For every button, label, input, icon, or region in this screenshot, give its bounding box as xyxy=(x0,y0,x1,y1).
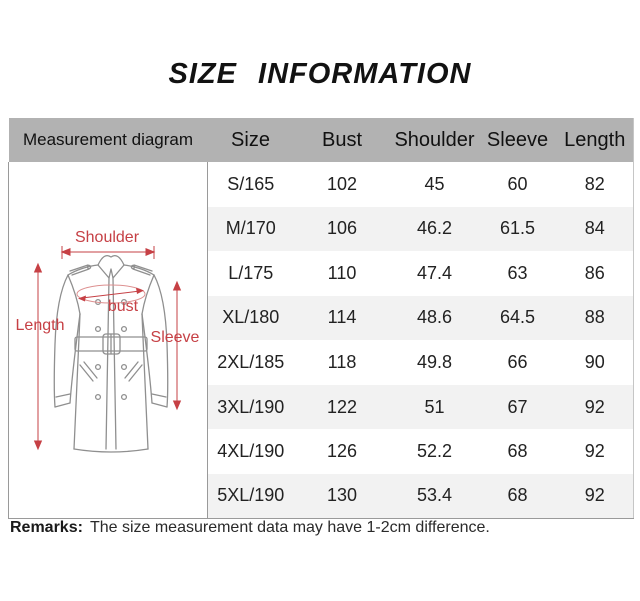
shoulder-cell: 48.6 xyxy=(390,295,479,341)
remarks-label: Remarks: xyxy=(10,519,83,536)
shoulder-cell: 52.2 xyxy=(416,441,453,462)
shoulder-cell: 47.4 xyxy=(416,262,453,283)
bust-cell: 126 xyxy=(326,441,358,462)
shoulder-arrow xyxy=(60,246,155,259)
bust-cell: 114 xyxy=(293,295,391,341)
sleeve-cell: 61.5 xyxy=(478,206,557,252)
sleeve-label: Sleeve xyxy=(150,329,199,346)
sleeve-arrow xyxy=(172,280,181,411)
bust-cell: 122 xyxy=(293,384,391,430)
size-cell: 5XL/190 xyxy=(207,473,294,519)
size-cell: XL/180 xyxy=(207,295,294,341)
shoulder-cell: 51 xyxy=(390,384,479,430)
bust-label: bust xyxy=(107,298,138,315)
column-header-sleeve: Sleeve xyxy=(478,118,557,162)
sleeve-cell: 60 xyxy=(507,173,528,194)
table-row: 4XL/190 126 52.2 68 92 xyxy=(9,429,634,474)
table-row: 3XL/190 122 51 67 92 xyxy=(9,384,634,430)
length-cell: 92 xyxy=(556,384,634,430)
size-cell: 4XL/190 xyxy=(217,441,285,462)
coat-outline xyxy=(53,254,168,453)
length-cell: 84 xyxy=(556,206,634,252)
column-header-measurement-diagram: Measurement diagram xyxy=(8,118,208,162)
shoulder-cell: 49.8 xyxy=(416,352,453,373)
column-header-bust: Bust xyxy=(293,118,391,162)
sleeve-cell: 66 xyxy=(507,352,528,373)
sleeve-cell: 63 xyxy=(507,262,528,283)
length-cell: 86 xyxy=(584,262,605,283)
size-cell: 3XL/190 xyxy=(207,384,294,430)
measurement-annotations: Shoulder Length bust Sleeve xyxy=(15,229,199,451)
remarks-text: The size measurement data may have 1-2cm… xyxy=(89,519,490,536)
length-cell: 82 xyxy=(584,173,605,194)
size-cell: 2XL/185 xyxy=(217,352,285,373)
size-cell: L/175 xyxy=(228,262,274,283)
table-row: L/175 110 47.4 63 86 xyxy=(9,251,634,296)
column-header-length: Length xyxy=(556,118,634,162)
bust-cell: 118 xyxy=(327,352,357,373)
column-header-shoulder: Shoulder xyxy=(390,118,479,162)
length-cell: 92 xyxy=(556,473,634,519)
measurement-diagram-cell: Shoulder Length bust Sleeve xyxy=(8,162,208,519)
shoulder-cell: 53.4 xyxy=(390,473,479,519)
header-row: Measurement diagram Size Bust Shoulder S… xyxy=(8,118,634,162)
size-cell: S/165 xyxy=(227,173,275,194)
shoulder-cell: 46.2 xyxy=(390,206,479,252)
table-row: M/170 106 46.2 61.5 84 xyxy=(9,206,634,252)
shoulder-cell: 45 xyxy=(424,173,445,194)
sleeve-cell: 68 xyxy=(478,473,557,519)
size-table: Measurement diagram Size Bust Shoulder S… xyxy=(8,118,634,519)
table-row: Shoulder Length bust Sleeve S/165 102 45… xyxy=(8,162,634,519)
bust-cell: 130 xyxy=(293,473,391,519)
trench-coat-diagram: Shoulder Length bust Sleeve xyxy=(15,229,199,453)
bust-cell: 102 xyxy=(326,173,358,194)
page-title: SIZE INFORMATION xyxy=(168,58,472,90)
bust-cell: 106 xyxy=(293,206,391,252)
table-row: 5XL/190 130 53.4 68 92 xyxy=(9,473,634,519)
sleeve-cell: 64.5 xyxy=(478,295,557,341)
column-header-size: Size xyxy=(207,118,294,162)
length-cell: 88 xyxy=(556,295,634,341)
length-arrow xyxy=(33,262,42,451)
size-cell: M/170 xyxy=(207,206,294,252)
length-label: Length xyxy=(15,317,64,334)
length-cell: 92 xyxy=(584,441,605,462)
sleeve-cell: 67 xyxy=(478,384,557,430)
table-row: 2XL/185 118 49.8 66 90 xyxy=(9,340,634,385)
table-row: XL/180 114 48.6 64.5 88 xyxy=(9,295,634,341)
bust-cell: 110 xyxy=(327,262,357,283)
bust-arrow xyxy=(76,284,145,304)
shoulder-label: Shoulder xyxy=(74,229,139,246)
sleeve-cell: 68 xyxy=(507,441,528,462)
remarks-line: Remarks: The size measurement data may ha… xyxy=(10,519,490,537)
length-cell: 90 xyxy=(584,352,605,373)
